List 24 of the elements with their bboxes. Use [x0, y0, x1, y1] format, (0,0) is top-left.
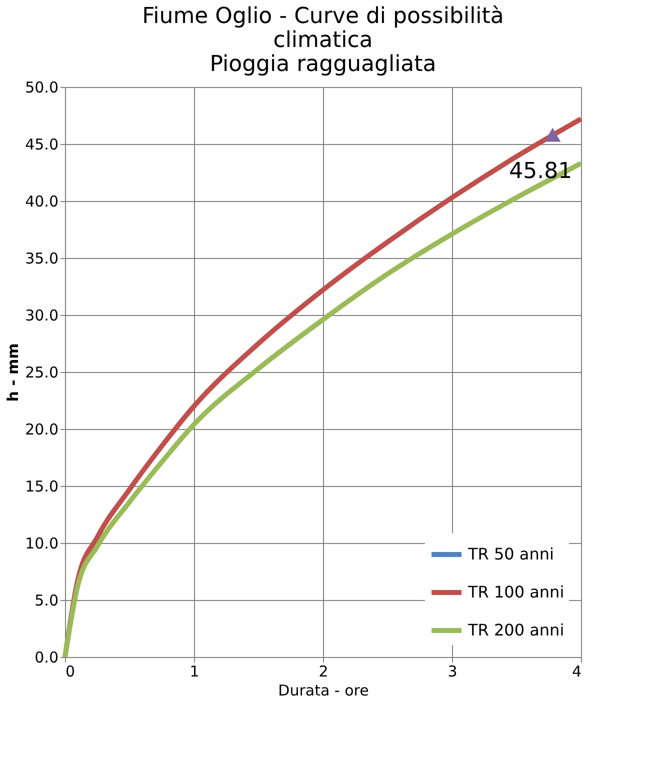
x-tick-label: 2 — [318, 662, 328, 680]
x-tick-label: 1 — [190, 662, 200, 680]
y-axis-title: h - mm — [4, 343, 22, 402]
legend-label: TR 50 anni — [467, 544, 554, 564]
x-tick-label: 0 — [66, 662, 76, 680]
legend-label: TR 200 anni — [467, 620, 564, 640]
x-axis-title: Durata - ore — [278, 682, 369, 700]
text: Pioggia ragguagliata — [210, 52, 436, 77]
y-tick-label: 35.0 — [25, 250, 58, 268]
y-tick-label: 50.0 — [25, 78, 58, 96]
y-tick-label: 5.0 — [34, 592, 58, 610]
legend-label: TR 100 anni — [467, 582, 564, 602]
y-tick-label: 15.0 — [25, 478, 58, 496]
y-tick-label: 40.0 — [25, 192, 58, 210]
y-tick-label: 45.0 — [25, 136, 58, 154]
x-tick-label: 3 — [448, 662, 458, 680]
y-tick-label: 25.0 — [25, 364, 58, 382]
text: Fiume Oglio - Curve di possibilità — [142, 4, 504, 29]
x-tick-label: 4 — [572, 662, 582, 680]
y-tick-label: 20.0 — [25, 420, 58, 438]
y-tick-label: 30.0 — [25, 306, 58, 324]
y-tick-label: 0.0 — [34, 648, 58, 666]
text: climatica — [273, 28, 373, 53]
y-tick-label: 10.0 — [25, 534, 58, 552]
